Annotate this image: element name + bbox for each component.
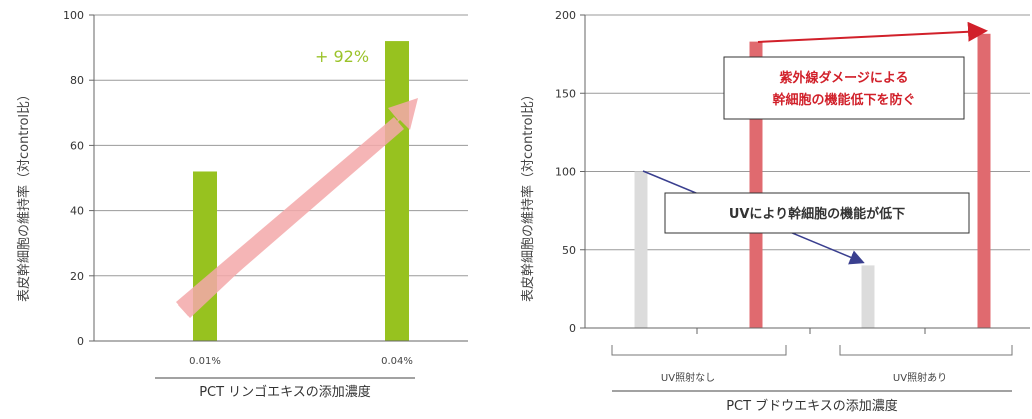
left-increase-label: + 92% <box>315 47 369 66</box>
right-y-tick-label: 200 <box>555 9 576 22</box>
right-bar <box>977 33 991 328</box>
left-bar <box>193 171 217 341</box>
right-red-arrow <box>757 21 988 43</box>
right-bar <box>634 171 648 328</box>
left-y-tick-label: 60 <box>70 139 84 152</box>
left-bar <box>385 41 409 342</box>
left-category-label: 0.04% <box>381 356 413 367</box>
right-y-tick-label: 150 <box>555 87 576 100</box>
left-category-labels: 0.01% 0.04% <box>189 356 413 367</box>
left-gridlines <box>89 14 468 342</box>
right-group-label-no-uv: UV照射なし <box>661 372 715 384</box>
right-bar <box>861 265 875 328</box>
right-y-tick-labels: 0 50 100 150 200 <box>555 9 576 335</box>
right-chart: 0 50 100 150 200 UV照射なし UV照射あり PCT ブドウエキスの添加… <box>520 9 1030 414</box>
right-red-callout-line1: 紫外線ダメージによる <box>780 70 909 86</box>
left-bars <box>193 41 409 342</box>
right-y-tick-label: 0 <box>569 322 576 335</box>
right-dark-callout: UVにより幹細胞の機能が低下 <box>664 192 970 234</box>
left-y-tick-label: 40 <box>70 205 84 218</box>
left-y-tick-label: 20 <box>70 270 84 283</box>
left-y-tick-labels: 0 20 40 60 80 100 <box>63 9 84 348</box>
left-y-tick-label: 0 <box>77 335 84 348</box>
right-x-axis-title: PCT ブドウエキスの添加濃度 <box>726 398 898 414</box>
right-y-axis-title: 表皮幹細胞の維持率（対control比） <box>520 88 536 302</box>
left-trend-arrow <box>176 98 418 318</box>
right-y-tick-label: 100 <box>555 166 576 179</box>
left-y-tick-label: 100 <box>63 9 84 22</box>
left-y-axis-title: 表皮幹細胞の維持率（対control比） <box>16 88 32 302</box>
right-x-ticks <box>696 328 926 334</box>
right-dark-callout-text: UVにより幹細胞の機能が低下 <box>729 206 905 222</box>
right-group-bracket-uv <box>839 345 1013 356</box>
left-y-tick-label: 80 <box>70 74 84 87</box>
left-category-label: 0.01% <box>189 356 221 367</box>
right-y-tick-label: 50 <box>562 244 576 257</box>
right-red-callout: 紫外線ダメージによる 幹細胞の機能低下を防ぐ <box>723 56 965 120</box>
left-x-axis-title: PCT リンゴエキスの添加濃度 <box>199 384 371 400</box>
right-group-bracket-no-uv <box>611 345 787 356</box>
right-red-callout-line2: 幹細胞の機能低下を防ぐ <box>772 92 915 108</box>
right-group-label-uv: UV照射あり <box>893 372 947 384</box>
